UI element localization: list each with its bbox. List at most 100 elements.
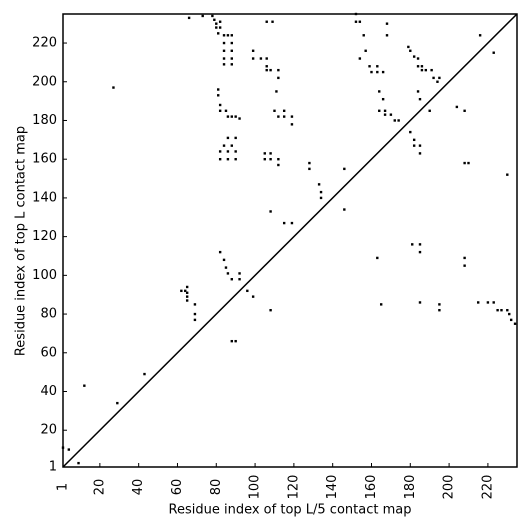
contact-point [282, 115, 286, 118]
contact-point [407, 45, 410, 49]
contact-point [218, 20, 222, 23]
contact-point [61, 446, 65, 449]
contact-point [409, 130, 412, 134]
y-tick-label: 160 [32, 152, 57, 167]
contact-point [222, 57, 226, 60]
contact-point [263, 157, 266, 161]
contact-point [492, 301, 495, 304]
contact-point [463, 264, 466, 267]
contact-point [269, 152, 272, 155]
contact-point [416, 90, 420, 93]
contact-point [455, 105, 459, 109]
contact-point [275, 90, 278, 93]
contact-point [251, 57, 255, 60]
contact-point [354, 20, 358, 23]
contact-point [438, 308, 441, 312]
contact-point [224, 266, 228, 269]
contact-point [420, 68, 424, 72]
contact-point [251, 295, 255, 298]
contact-point [222, 34, 226, 37]
contact-point [370, 70, 373, 74]
y-tick-label: 120 [32, 229, 57, 244]
contact-point [513, 322, 517, 325]
contact-point [508, 312, 511, 316]
contact-point [282, 109, 286, 112]
contact-point [492, 51, 495, 54]
contact-point [185, 285, 189, 289]
contact-point [381, 70, 385, 74]
y-tick-label: 200 [32, 74, 57, 89]
contact-point [77, 461, 80, 465]
contact-point [418, 144, 422, 147]
contact-point [358, 20, 362, 23]
contact-point [185, 299, 189, 302]
contact-point [432, 76, 435, 80]
contact-point [463, 256, 466, 260]
contact-point [226, 150, 230, 153]
x-tick-label: 40 [131, 479, 146, 496]
contact-point [238, 278, 241, 281]
contact-point [217, 88, 220, 91]
contact-point [418, 152, 422, 155]
contact-point [112, 86, 115, 89]
contact-point [193, 318, 197, 322]
contact-point [217, 32, 220, 35]
contact-point [506, 173, 509, 176]
y-tick-label: 220 [32, 36, 57, 51]
contact-point [238, 272, 241, 275]
x-tick-label: 160 [364, 475, 379, 500]
contact-point [230, 57, 233, 60]
contact-point [246, 289, 249, 293]
contact-point [222, 258, 226, 262]
y-tick-label: 180 [32, 113, 57, 128]
contact-point [230, 41, 233, 45]
contact-point [467, 161, 470, 165]
x-tick-label: 140 [325, 475, 340, 500]
contact-point [438, 76, 441, 80]
contact-point [308, 161, 311, 165]
x-tick-label: 200 [442, 475, 457, 500]
contact-point [234, 115, 237, 118]
contact-point [418, 243, 422, 246]
contact-point [438, 303, 441, 306]
contact-point [418, 250, 422, 254]
contact-point [215, 22, 218, 25]
contact-point [354, 12, 358, 16]
contact-point [269, 68, 272, 72]
contact-point [201, 14, 204, 18]
contact-point [226, 272, 230, 275]
contact-point [234, 136, 237, 140]
contact-point [343, 167, 346, 171]
contact-point [218, 103, 222, 107]
contact-point [277, 163, 280, 167]
contact-point [277, 68, 280, 72]
contact-point [393, 119, 396, 122]
contact-point [385, 34, 389, 37]
contact-point [506, 308, 509, 312]
contact-point [376, 256, 379, 260]
contact-point [218, 26, 222, 29]
contact-point [230, 115, 233, 118]
y-tick-label: 60 [40, 345, 57, 360]
contact-point [211, 14, 214, 18]
contact-point [379, 303, 383, 306]
contact-point [218, 150, 222, 153]
contact-point [476, 301, 480, 304]
x-tick-label: 20 [92, 479, 107, 496]
contact-point [230, 63, 233, 66]
contact-point [193, 303, 197, 306]
contact-point [234, 339, 237, 343]
y-tick-label: 140 [32, 190, 57, 205]
contact-point [265, 20, 268, 23]
x-axis-label: Residue index of top L/5 contact map [169, 503, 412, 518]
contact-point [282, 221, 286, 225]
y-tick-label: 1 [49, 460, 57, 475]
contact-point [376, 70, 379, 74]
x-tick-label: 120 [286, 475, 301, 500]
contact-point [411, 243, 414, 246]
contact-point [319, 196, 323, 200]
contact-point [381, 97, 385, 101]
contact-point [230, 278, 233, 281]
contact-point [226, 34, 230, 37]
contact-point [193, 312, 197, 316]
